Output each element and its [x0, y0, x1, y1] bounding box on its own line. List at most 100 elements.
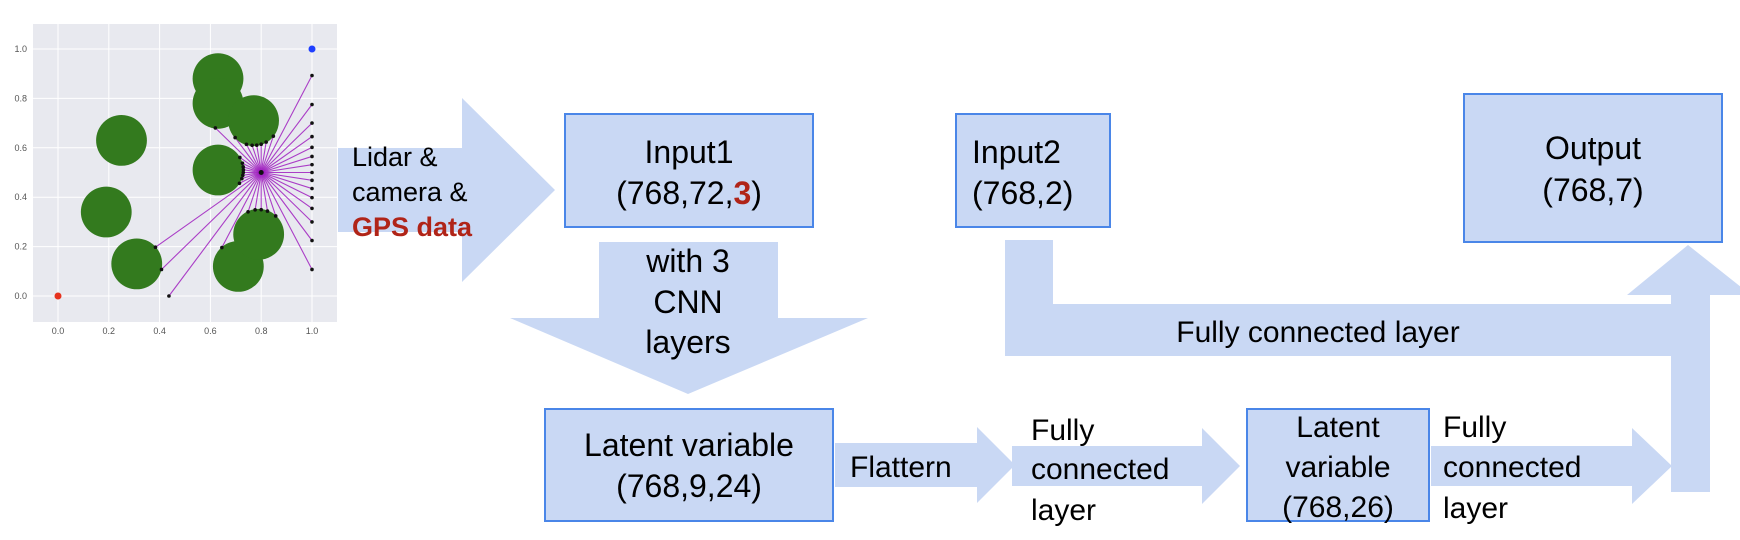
lidar-hit-point: [244, 142, 249, 147]
lidar-hit-point: [233, 135, 237, 140]
lidar-ray: [260, 172, 313, 199]
lidar-ray: [261, 155, 313, 174]
lidar-hit-point: [240, 176, 244, 181]
x-tick-label: 0.2: [103, 326, 116, 336]
fc-arrow-2: [1431, 428, 1672, 504]
cnn-arrow: [510, 242, 868, 394]
lidar-hit-point: [310, 206, 314, 211]
y-tick-label: 1.0: [14, 44, 27, 54]
x-axis-ticks: 0.0 0.2 0.4 0.6 0.8 1.0: [52, 326, 319, 336]
latent2-box: [1246, 408, 1430, 522]
input2-box: [955, 113, 1111, 228]
lidar-ray: [234, 137, 262, 173]
lidar-ray: [260, 172, 313, 223]
lidar-hit-point: [240, 161, 245, 165]
fc-top-arrow: [1005, 240, 1740, 492]
obstacle-circle: [233, 208, 285, 260]
lidar-ray: [239, 156, 262, 173]
lidar-hit-point: [264, 140, 268, 144]
lidar-ray: [260, 135, 274, 173]
lidar-hit-point: [310, 178, 314, 183]
fc-arrow-1: [1012, 428, 1240, 504]
sensor-label-line1: Lidar &: [352, 142, 438, 172]
lidar-ray: [260, 75, 313, 173]
y-tick-label: 0.2: [14, 242, 27, 252]
lidar-hit-point: [310, 121, 314, 125]
lidar-ray: [239, 172, 262, 184]
lidar-hit-point: [241, 165, 246, 169]
lidar-hit-point: [310, 267, 314, 272]
y-axis-ticks: 0.0 0.2 0.4 0.6 0.8 1.0: [14, 44, 27, 301]
lidar-ray: [260, 172, 313, 209]
lidar-hit-point: [265, 209, 270, 213]
goal-point: [308, 45, 316, 53]
lidar-ray: [260, 136, 313, 173]
plot-markers: [54, 45, 316, 300]
lidar-ray: [260, 172, 269, 212]
obstacle-circle: [80, 186, 132, 238]
fc1-label-line2: connected: [1031, 453, 1169, 486]
lidar-ray: [261, 164, 313, 174]
lidar-hit-point: [310, 220, 314, 224]
input1-shape-prefix: (768,72,: [616, 175, 733, 211]
lidar-hit-point: [310, 170, 314, 175]
y-tick-label: 0.8: [14, 93, 27, 103]
lidar-ray: [245, 144, 262, 173]
lidar-ray: [155, 172, 262, 248]
lidar-hit-point: [259, 142, 264, 146]
lidar-ray: [260, 172, 313, 270]
cnn-label-line1: with 3: [645, 243, 730, 279]
lidar-hit-point: [310, 162, 314, 167]
lidar-ray: [256, 145, 262, 173]
fc1-label-line1: Fully: [1031, 414, 1094, 447]
lidar-ray: [161, 172, 262, 270]
sensor-label-gps: GPS data: [352, 212, 473, 242]
lidar-hit-point: [310, 195, 314, 200]
lidar-ray: [260, 142, 267, 173]
latent1-box: [544, 408, 834, 522]
lidar-hit-point: [254, 143, 259, 147]
sensor-input-arrow: [338, 98, 555, 282]
lidar-ray: [260, 146, 313, 173]
lidar-hit-point: [237, 181, 242, 186]
obstacle-circle: [192, 144, 244, 196]
obstacle-circle: [111, 238, 163, 290]
y-tick-label: 0.6: [14, 143, 27, 153]
lidar-hit-point: [241, 167, 246, 172]
lidar-ray: [260, 122, 313, 173]
x-tick-label: 0.8: [255, 326, 268, 336]
lidar-hit-point: [271, 134, 276, 138]
cnn-label-line3: layers: [645, 324, 730, 360]
input1-shape-highlight: 3: [733, 175, 751, 211]
lidar-hit-point: [241, 170, 246, 175]
lidar-hit-point: [241, 173, 245, 178]
lidar-ray: [251, 145, 262, 173]
lidar-ray: [260, 104, 313, 173]
lidar-hit-point: [310, 154, 314, 159]
start-point: [54, 292, 62, 300]
latent1-shape: (768,9,24): [616, 468, 762, 504]
lidar-ray: [168, 172, 262, 297]
lidar-hit-point: [253, 207, 257, 212]
lidar-hit-point: [310, 73, 314, 78]
flatten-arrow: [835, 427, 1015, 503]
lidar-rays: [155, 75, 313, 297]
x-tick-label: 1.0: [306, 326, 319, 336]
sensor-label-line2: camera &: [352, 177, 468, 207]
lidar-hit-point: [220, 245, 224, 250]
lidar-ray: [261, 171, 313, 190]
input2-title: Input2: [972, 134, 1061, 170]
x-tick-label: 0.0: [52, 326, 65, 336]
lidar-ray: [214, 127, 262, 173]
flatten-label: Flattern: [850, 451, 952, 484]
input1-box: [564, 113, 814, 228]
lidar-hit-point: [310, 186, 314, 191]
latent1-title: Latent variable: [584, 427, 794, 463]
lidar-ray: [221, 172, 262, 248]
output-box: [1463, 93, 1723, 243]
latent2-line2: variable: [1285, 451, 1390, 484]
lidar-ray: [260, 172, 313, 241]
x-tick-label: 0.6: [204, 326, 217, 336]
fc2-label-line3: layer: [1443, 492, 1508, 525]
